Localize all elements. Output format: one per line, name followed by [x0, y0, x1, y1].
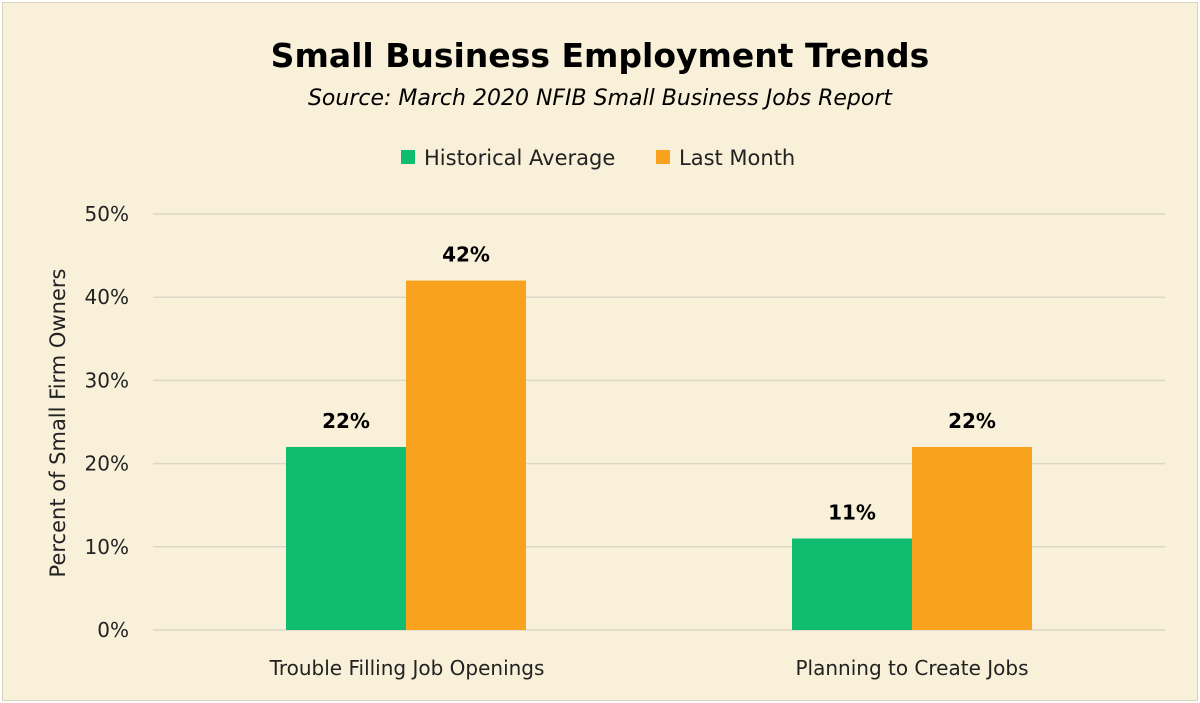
y-tick-label-40: 40%: [85, 285, 129, 309]
chart-title: Small Business Employment Trends: [271, 36, 930, 75]
data-label-historical-average-trouble-filling-job-openings: 22%: [322, 409, 370, 433]
data-labels: 22% 42% 11% 22%: [322, 243, 996, 525]
bar-historical-average-trouble-filling-job-openings: [286, 446, 406, 630]
y-tick-label-30: 30%: [85, 368, 129, 392]
y-tick-label-20: 20%: [85, 452, 129, 476]
data-label-historical-average-planning-to-create-jobs: 11%: [828, 500, 876, 524]
y-tick-label-10: 10%: [85, 535, 129, 559]
legend-swatch-historical-average: [401, 150, 415, 164]
chart-subtitle: Source: March 2020 NFIB Small Business J…: [308, 86, 893, 111]
y-axis-label: Percent of Small Firm Owners: [46, 269, 70, 578]
legend-label-last-month: Last Month: [679, 146, 795, 170]
bar-last-month-planning-to-create-jobs: [912, 446, 1032, 630]
category-label-planning-to-create-jobs: Planning to Create Jobs: [795, 656, 1028, 680]
legend-swatch-last-month: [656, 150, 670, 164]
y-tick-label-50: 50%: [85, 202, 129, 226]
bar-last-month-trouble-filling-job-openings: [406, 280, 526, 630]
category-label-trouble-filling-job-openings: Trouble Filling Job Openings: [269, 656, 545, 680]
bar-chart: Small Business Employment Trends Source:…: [46, 36, 1165, 680]
legend-label-historical-average: Historical Average: [424, 146, 615, 170]
bars: [286, 280, 1032, 630]
bar-historical-average-planning-to-create-jobs: [792, 538, 912, 630]
y-tick-label-0: 0%: [97, 618, 129, 642]
data-label-last-month-planning-to-create-jobs: 22%: [948, 409, 996, 433]
data-label-last-month-trouble-filling-job-openings: 42%: [442, 243, 490, 267]
legend: Historical Average Last Month: [401, 146, 795, 170]
y-axis-ticks: 0% 10% 20% 30% 40% 50%: [85, 202, 129, 642]
